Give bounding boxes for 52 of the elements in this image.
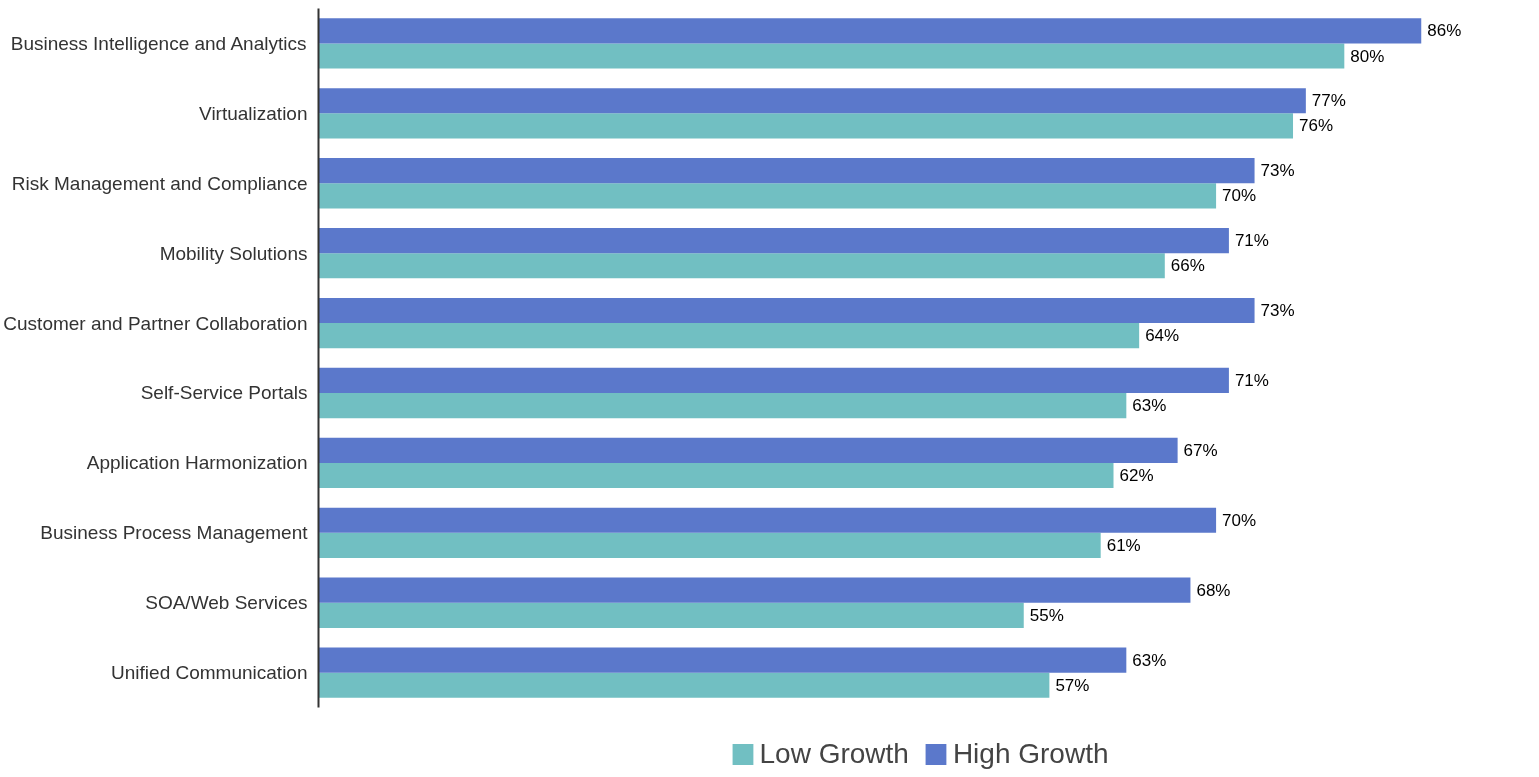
- y-tick-label: Self-Service Portals: [140, 382, 308, 404]
- bar: [318, 647, 1127, 673]
- y-tick-label: SOA/Web Services: [145, 592, 308, 614]
- bar: [318, 672, 1050, 698]
- data-label: 86%: [1427, 21, 1462, 41]
- bar: [318, 577, 1191, 603]
- legend-label: High Growth: [952, 738, 1109, 770]
- data-label: 76%: [1299, 116, 1334, 136]
- data-label: 68%: [1196, 580, 1231, 600]
- bar: [318, 367, 1229, 393]
- y-tick-label: Unified Communication: [111, 662, 308, 684]
- data-label: 63%: [1132, 650, 1167, 670]
- bar: [318, 228, 1229, 254]
- y-tick-label: Risk Management and Compliance: [11, 172, 308, 194]
- data-label: 63%: [1132, 396, 1167, 416]
- data-label: 66%: [1170, 256, 1205, 276]
- y-tick-label: Mobility Solutions: [159, 242, 308, 264]
- y-tick-label: Application Harmonization: [86, 452, 308, 474]
- bar: [318, 437, 1178, 463]
- data-label: 71%: [1234, 231, 1269, 251]
- bar: [318, 88, 1306, 114]
- data-label: 61%: [1106, 535, 1141, 555]
- y-tick-label: Business Process Management: [40, 522, 309, 544]
- data-label: 71%: [1234, 370, 1269, 390]
- data-label: 70%: [1222, 186, 1257, 206]
- data-label: 55%: [1029, 605, 1064, 625]
- bar: [318, 158, 1255, 184]
- bar: [318, 323, 1140, 349]
- bar: [318, 18, 1422, 44]
- data-label: 73%: [1260, 301, 1295, 320]
- bar: [318, 393, 1127, 419]
- bar: [318, 602, 1024, 628]
- y-tick-label: Business Intelligence and Analytics: [10, 32, 307, 54]
- data-label: 67%: [1183, 440, 1218, 460]
- bar: [318, 183, 1217, 209]
- data-label: 57%: [1055, 675, 1090, 695]
- y-tick-label: Virtualization: [199, 102, 308, 124]
- bar: [318, 43, 1345, 69]
- bar: [318, 113, 1294, 139]
- data-label: 73%: [1260, 161, 1295, 181]
- data-label: 70%: [1222, 510, 1257, 530]
- bar: [318, 297, 1255, 324]
- bar: [318, 532, 1101, 558]
- bar: [318, 253, 1165, 279]
- bar: [318, 462, 1114, 489]
- data-label: 80%: [1350, 46, 1385, 66]
- data-label: 62%: [1119, 465, 1154, 485]
- data-label: 77%: [1311, 91, 1346, 111]
- legend-label: Low Growth: [759, 738, 909, 770]
- data-label: 64%: [1145, 326, 1180, 346]
- y-tick-label: Customer and Partner Collaboration: [3, 312, 308, 334]
- bar: [318, 507, 1217, 533]
